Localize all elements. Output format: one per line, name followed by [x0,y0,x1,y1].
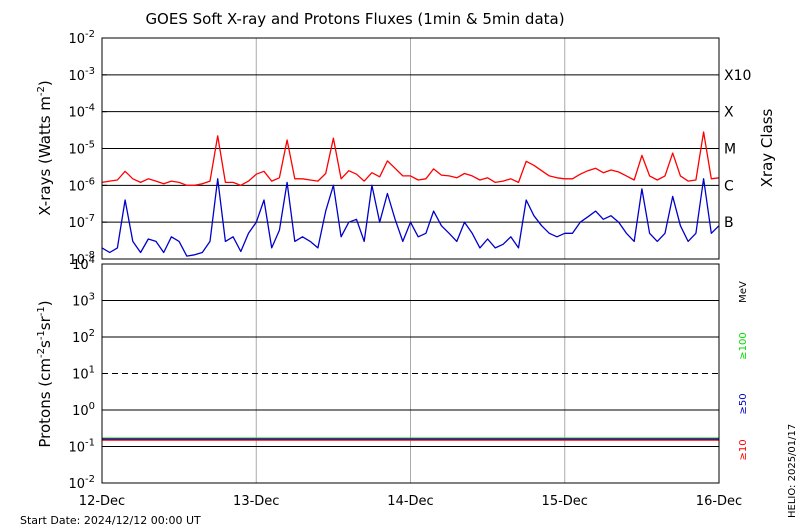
proton-energy-channel-label: ≥50 [738,393,749,414]
xray-series-group [101,131,720,257]
xray-y-tick-label: 10-5 [68,140,95,158]
xray-long-channel-line [101,131,720,186]
proton-energy-channel-labels: ≥100 ≥50 ≥10 [738,332,749,460]
xray-y-tick-label: 10-7 [68,213,95,231]
xray-short-channel-line [101,178,720,257]
xray-y-tick-label: 10-4 [68,103,95,121]
proton-gridlines [102,264,719,483]
proton-y-tick-label: 10-1 [68,438,95,456]
proton-y-tick-label: 103 [72,292,95,310]
xray-y-tick-label: 10-6 [68,176,95,194]
xray-y-tick-label: 10-8 [68,250,95,268]
proton-y-tick-label: 104 [72,255,95,273]
x-tick-label: 14-Dec [387,494,433,509]
proton-y-tick-label: 100 [72,401,95,419]
proton-series-group [102,437,719,441]
x-tick-label: 15-Dec [542,494,588,509]
xray-gridlines [102,38,719,259]
xray-class-label: X10 [724,68,751,84]
xray-y-tick-label: 10-3 [68,66,95,84]
proton-energy-channel-label: ≥100 [738,332,749,359]
proton-panel: 10-2 10-1 100 101 102 103 104 ≥100 ≥50 ≥10 MeV P… [36,255,749,492]
x-tick-label: 12-Dec [79,494,125,509]
xray-y-tick-labels: 10-8 10-7 10-6 10-5 10-4 10-3 10-2 [68,29,107,268]
start-date-label: Start Date: 2024/12/12 00:00 UT [20,514,201,527]
chart-title: GOES Soft X-ray and Protons Fluxes (1min… [145,10,564,28]
xray-y-tick-label: 10-2 [68,29,95,47]
proton-y-tick-label: 10-2 [68,474,95,492]
xray-class-label: M [724,142,736,158]
x-tick-labels: 12-Dec 13-Dec 14-Dec 15-Dec 16-Dec [79,494,742,509]
proton-y-axis-label: Protons (cm-2s-1sr-1) [36,300,54,447]
x-tick-label: 13-Dec [233,494,279,509]
proton-energy-channel-label: ≥10 [738,439,749,460]
proton-y-tick-label: 102 [72,328,95,346]
proton-y-tick-labels: 10-2 10-1 100 101 102 103 104 [68,255,107,492]
xray-panel: 10-8 10-7 10-6 10-5 10-4 10-3 10-2 X10 X M C B Xra… [36,29,776,268]
xray-class-labels: X10 X M C B [724,68,751,231]
xray-class-label: C [724,178,734,194]
xray-class-axis-label: Xray Class [758,108,776,187]
xray-class-label: B [724,215,734,231]
proton-y-tick-label: 101 [72,365,95,383]
x-tick-label: 16-Dec [696,494,742,509]
helio-stamp: HELIO: 2025/01/17 [787,424,798,518]
xray-y-axis-label: X-rays (Watts m-2) [36,80,54,215]
proton-energy-unit: MeV [738,281,749,303]
xray-class-label: X [724,105,734,121]
